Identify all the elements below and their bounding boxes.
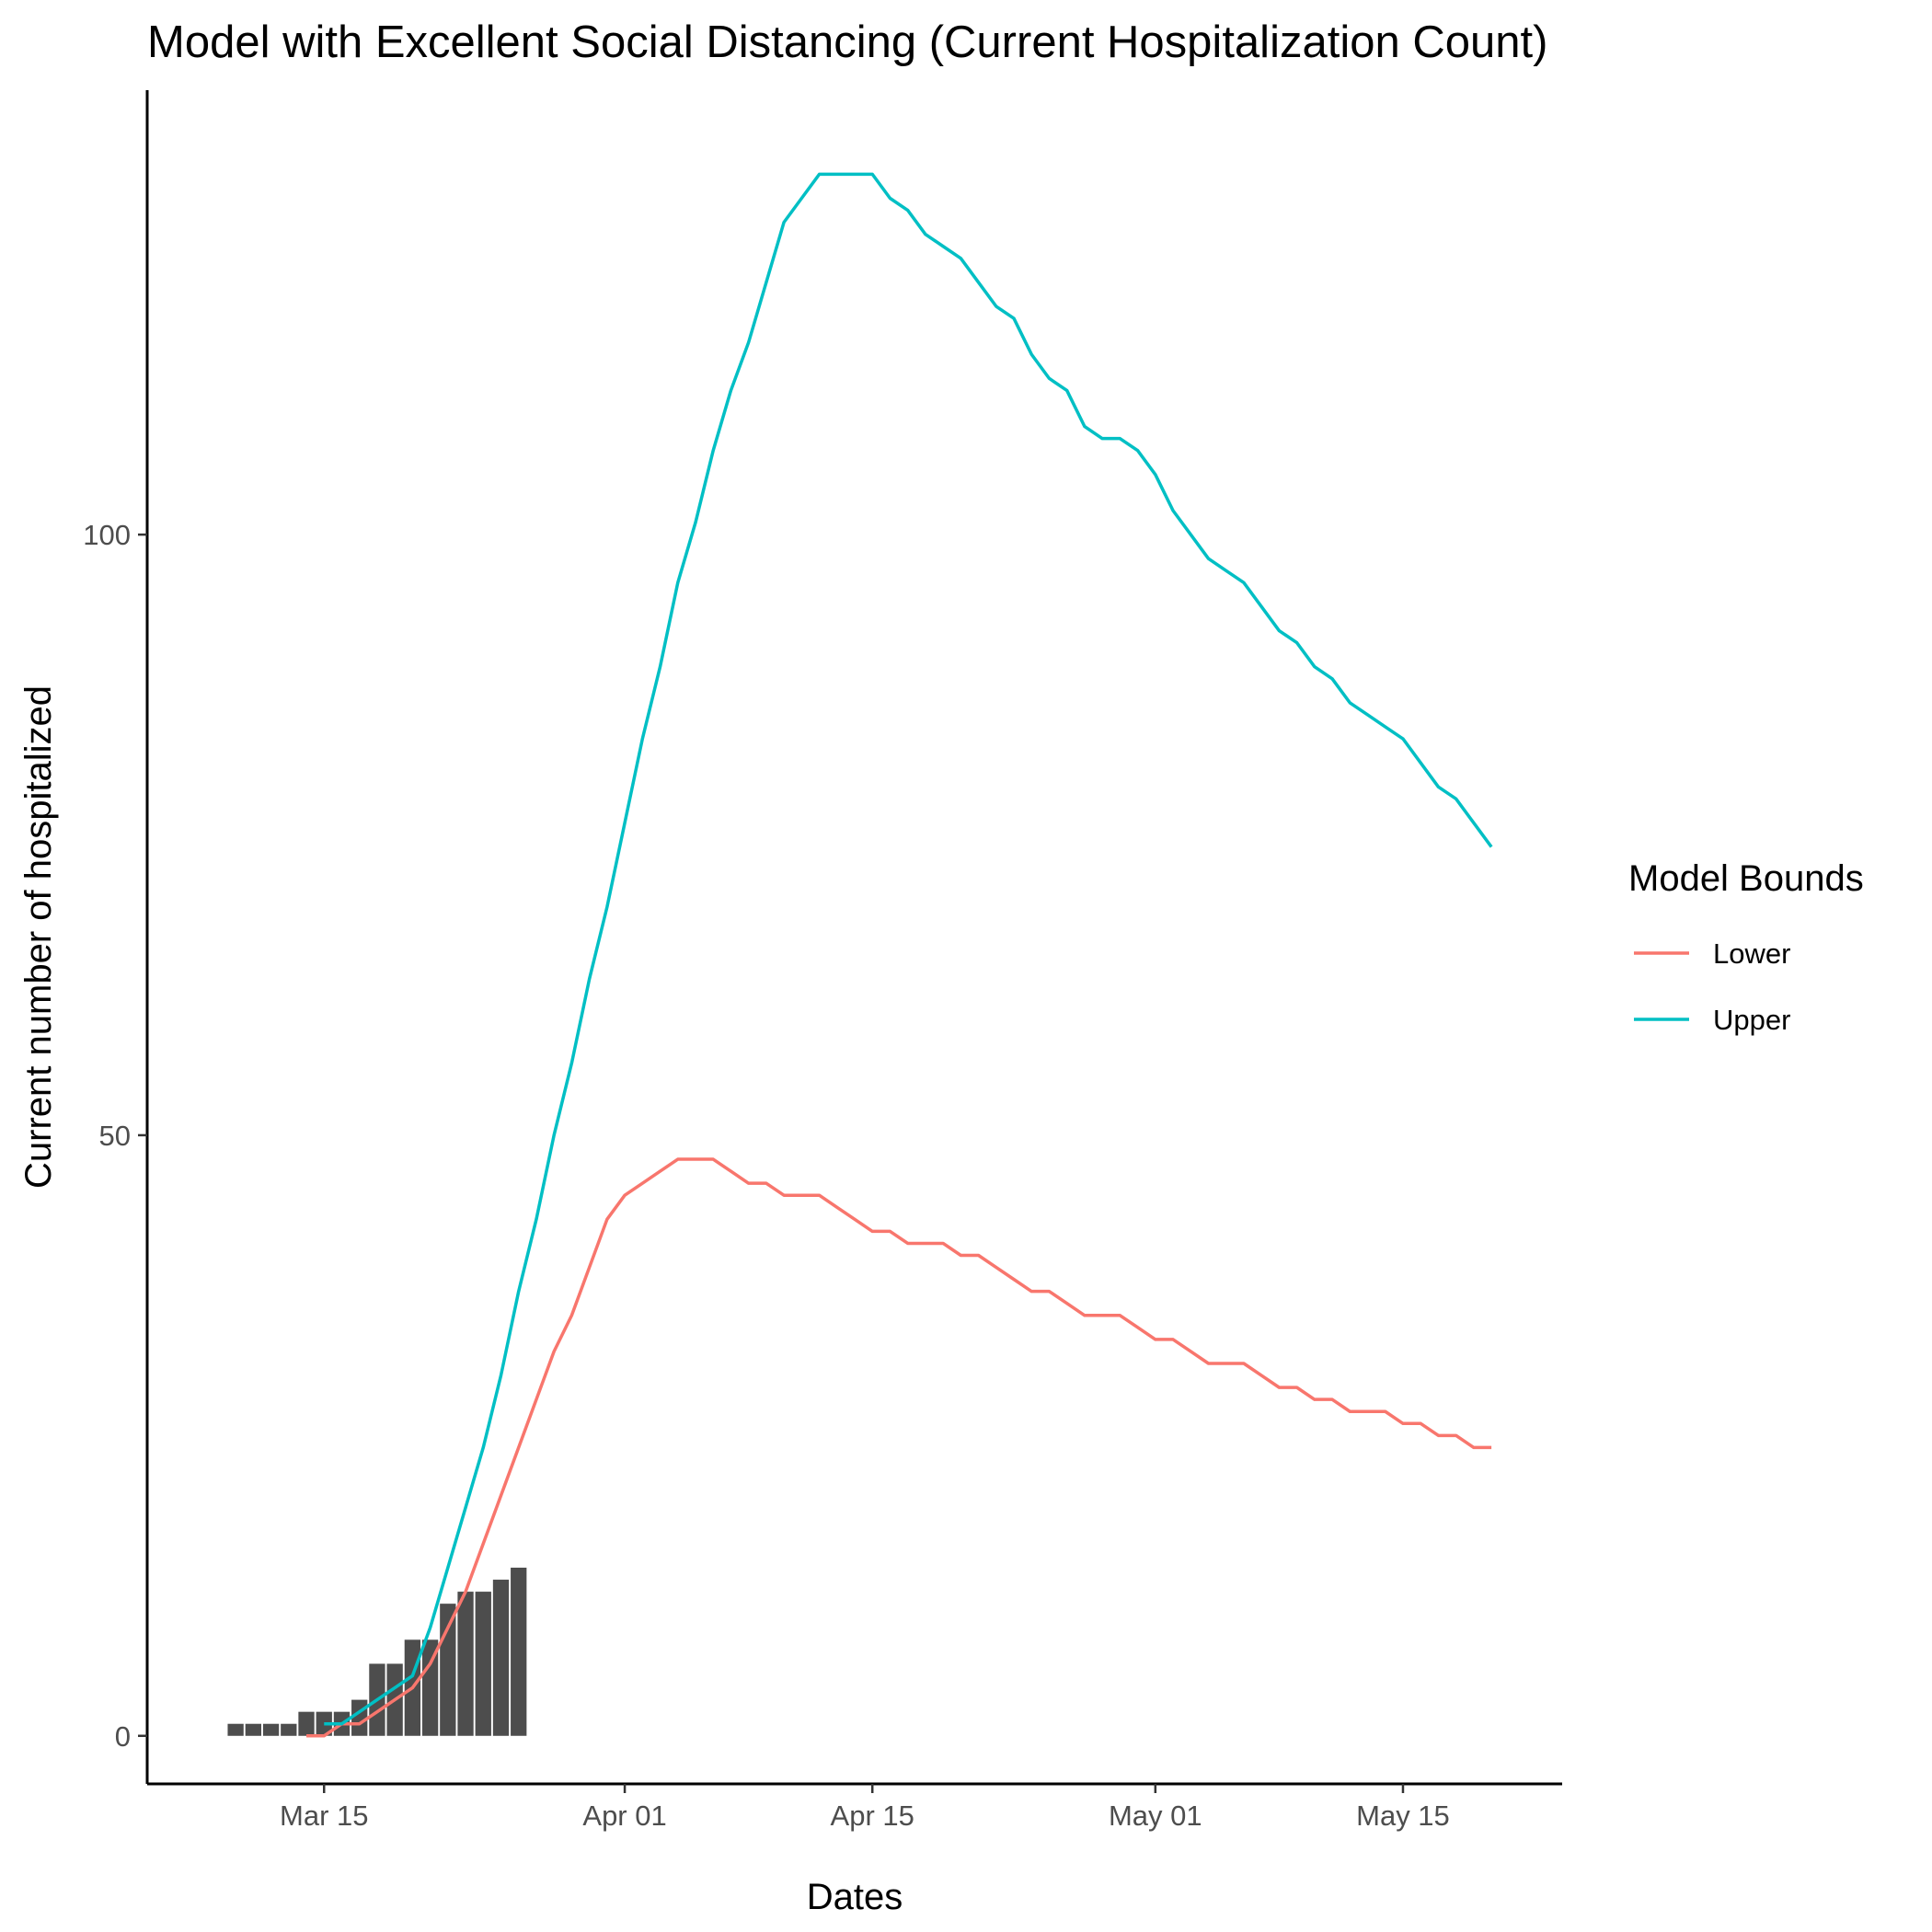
series-line-lower — [306, 1157, 1492, 1738]
y-tick-label: 0 — [115, 1720, 131, 1753]
bar — [281, 1723, 297, 1736]
bar — [440, 1604, 456, 1736]
bar — [492, 1580, 510, 1736]
x-tick-label: Mar 15 — [280, 1800, 368, 1832]
legend-items: Lower Upper — [1634, 937, 1790, 1036]
bar — [511, 1567, 527, 1736]
bar — [245, 1723, 261, 1736]
bar — [227, 1723, 244, 1736]
series-line-upper — [324, 172, 1493, 1726]
y-axis-title: Current number of hospitalized — [18, 685, 59, 1189]
x-tick-label: Apr 01 — [582, 1800, 666, 1832]
bar — [262, 1723, 280, 1736]
x-tick-label: Apr 15 — [831, 1800, 914, 1832]
legend-title: Model Bounds — [1628, 858, 1864, 899]
x-axis-ticks: Mar 15 Apr 01 Apr 15 May 01 May 15 — [280, 1784, 1450, 1832]
chart-title: Model with Excellent Social Distancing (… — [147, 17, 1547, 67]
x-axis-title: Dates — [807, 1877, 903, 1917]
bar — [298, 1711, 315, 1736]
bar — [351, 1699, 368, 1736]
bar — [421, 1639, 439, 1736]
legend: Model Bounds Lower Upper — [1628, 858, 1864, 1036]
x-tick-label: May 01 — [1109, 1800, 1202, 1832]
bar — [475, 1592, 491, 1736]
legend-label-lower: Lower — [1713, 937, 1790, 970]
y-axis-ticks: 0 50 100 — [83, 519, 147, 1753]
y-tick-label: 100 — [83, 519, 131, 551]
lines-layer — [306, 172, 1493, 1738]
y-tick-label: 50 — [99, 1120, 131, 1152]
bar — [457, 1592, 474, 1736]
legend-label-upper: Upper — [1713, 1004, 1790, 1036]
x-tick-label: May 15 — [1356, 1800, 1450, 1832]
plot-area — [227, 172, 1493, 1738]
